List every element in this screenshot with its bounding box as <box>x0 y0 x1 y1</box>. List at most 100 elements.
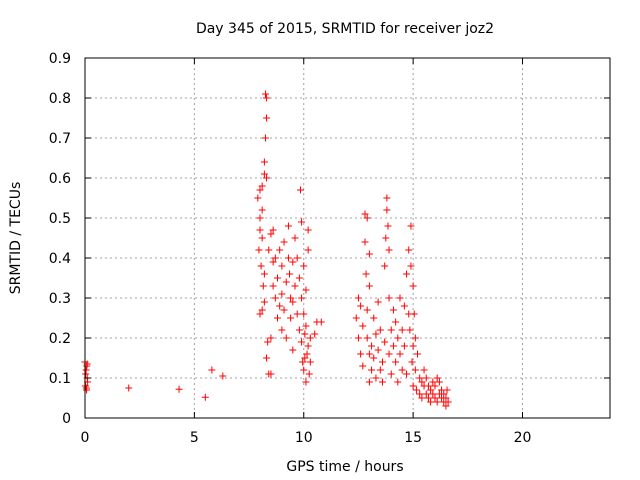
data-point <box>301 354 309 362</box>
chart-title: Day 345 of 2015, SRMTID for receiver joz… <box>196 21 494 37</box>
data-point <box>300 310 308 318</box>
data-point <box>359 322 367 330</box>
data-point <box>259 282 267 290</box>
data-point <box>407 262 415 270</box>
data-point <box>298 218 306 226</box>
data-point <box>267 370 275 378</box>
data-point <box>287 314 295 322</box>
data-point <box>354 294 362 302</box>
data-point <box>276 302 284 310</box>
data-point <box>82 384 90 392</box>
data-point <box>400 302 408 310</box>
data-point <box>443 386 451 394</box>
data-point <box>429 378 437 386</box>
data-point <box>365 250 373 258</box>
grid-lines <box>85 58 610 418</box>
data-point <box>368 366 376 374</box>
data-point <box>265 246 273 254</box>
data-point <box>255 246 263 254</box>
data-point <box>298 294 306 302</box>
data-point <box>260 298 268 306</box>
data-point <box>299 358 307 366</box>
data-point <box>260 270 268 278</box>
data-point <box>361 210 369 218</box>
data-point <box>433 374 441 382</box>
data-point <box>256 310 264 318</box>
data-point <box>261 134 269 142</box>
data-point <box>311 330 319 338</box>
plot-frame <box>84 57 611 419</box>
data-point <box>352 314 360 322</box>
axis-ticks: 0 0.1 0.2 0.3 0.4 0.5 0.6 0.7 0.8 0.9 0 5 10 15 20 <box>49 51 610 446</box>
data-point <box>261 90 269 98</box>
data-point <box>394 334 402 342</box>
data-point <box>372 374 380 382</box>
data-point <box>287 294 295 302</box>
data-point <box>431 382 439 390</box>
data-point <box>442 394 450 402</box>
y-tick-label: 0.9 <box>49 51 71 67</box>
data-point <box>271 254 279 262</box>
data-point <box>302 286 310 294</box>
data-point <box>383 206 391 214</box>
data-point <box>278 326 286 334</box>
data-point <box>306 358 314 366</box>
data-point <box>363 214 371 222</box>
data-point <box>258 234 266 242</box>
data-point <box>440 390 448 398</box>
data-point <box>420 366 428 374</box>
data-point <box>256 186 264 194</box>
data-point <box>379 378 386 386</box>
y-tick-label: 0.8 <box>49 91 71 107</box>
data-point <box>374 346 382 354</box>
data-point <box>267 334 275 342</box>
data-point <box>282 334 290 342</box>
data-point <box>258 206 266 214</box>
data-point <box>424 394 432 402</box>
data-point <box>418 378 426 386</box>
data-point <box>414 350 421 358</box>
data-point <box>376 366 384 374</box>
data-point <box>429 390 437 398</box>
data-point <box>293 254 301 262</box>
data-point <box>392 318 400 326</box>
data-point <box>383 194 391 202</box>
data-point <box>278 262 286 270</box>
data-point <box>125 384 133 392</box>
data-point <box>300 262 308 270</box>
data-point <box>201 393 209 401</box>
data-point <box>422 374 430 382</box>
data-point <box>368 342 376 350</box>
data-point <box>410 310 418 318</box>
y-tick-label: 0.3 <box>49 291 71 307</box>
data-point <box>282 278 290 286</box>
data-point <box>396 294 404 302</box>
data-point <box>304 342 312 350</box>
data-point <box>263 94 271 102</box>
data-point <box>384 222 392 230</box>
data-point <box>392 358 400 366</box>
data-point <box>409 382 417 390</box>
data-point <box>418 394 426 402</box>
data-point <box>365 282 373 290</box>
data-point <box>365 378 373 386</box>
data-point <box>363 334 371 342</box>
data-point <box>284 254 292 262</box>
data-point <box>302 378 310 386</box>
data-point <box>82 370 90 378</box>
data-point <box>175 385 183 393</box>
data-point <box>359 362 367 370</box>
data-point <box>427 386 435 394</box>
data-point <box>257 262 265 270</box>
data-point <box>444 398 452 406</box>
data-point <box>258 306 266 314</box>
x-axis-label: GPS time / hours <box>286 459 403 475</box>
data-point <box>362 270 370 278</box>
data-point <box>269 226 277 234</box>
data-point <box>409 282 417 290</box>
data-point <box>83 362 91 370</box>
data-point <box>405 246 413 254</box>
data-point <box>398 366 406 374</box>
x-tick-label: 0 <box>81 430 90 446</box>
